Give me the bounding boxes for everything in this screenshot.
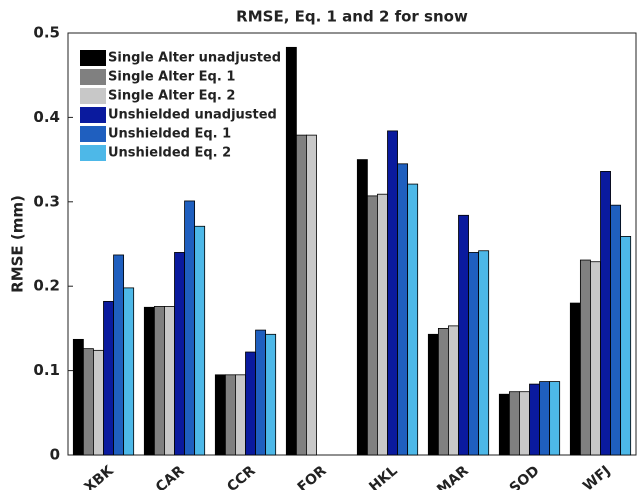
bar [519,391,530,456]
bar [590,261,601,456]
bar [93,349,104,456]
bar [306,134,317,456]
legend-label: Single Alter unadjusted [108,51,281,66]
bar [377,193,388,456]
bar [529,383,540,456]
bar [437,327,449,456]
bar [356,159,368,456]
bar [508,391,520,456]
x-tick-label: MAR [434,463,472,490]
bar [103,300,114,456]
legend-label: Unshielded Eq. 1 [108,127,231,142]
bar [407,183,419,456]
legend-swatch [80,88,106,104]
bar [113,254,125,456]
legend-swatch [80,145,106,161]
legend-label: Single Alter Eq. 2 [108,89,235,104]
bar [245,351,256,456]
legend-label: Unshielded Eq. 2 [108,146,231,161]
x-tick-label: SOD [507,463,543,490]
bar [72,338,84,456]
bar [600,171,611,456]
bar [579,259,591,456]
bar [123,287,135,456]
y-tick-label: 0 [50,446,60,464]
legend-swatch [80,126,106,142]
bar [164,306,175,456]
y-tick-label: 0.4 [33,108,60,126]
bar [448,325,459,456]
legend-swatch [80,50,106,66]
bar [468,252,480,456]
bar [427,333,439,456]
x-tick-label: XBK [82,462,118,490]
bar [224,374,236,456]
x-tick-label: FOR [295,463,330,490]
bar [610,204,622,456]
x-tick-label: HKL [366,463,400,490]
bar [539,381,551,456]
legend-label: Unshielded unadjusted [108,108,277,123]
x-tick-label: WFJ [580,463,613,490]
chart-title: RMSE, Eq. 1 and 2 for snow [236,8,468,26]
bar [569,302,581,456]
bar [255,329,267,456]
x-tick-label: CCR [224,463,258,490]
bar [397,163,409,456]
bar [82,348,94,456]
bar [194,225,206,456]
bar [143,306,155,456]
y-axis-label: RMSE (mm) [9,195,27,293]
bar [387,130,398,456]
bar [498,393,510,456]
bar [549,381,561,456]
x-tick-label: CAR [153,463,188,490]
legend-label: Single Alter Eq. 1 [108,70,235,85]
legend-swatch [80,69,106,85]
y-tick-label: 0.3 [33,192,60,210]
y-tick-label: 0.5 [33,24,60,42]
bar [478,250,490,456]
y-tick-label: 0.2 [33,277,60,295]
bar [184,200,196,456]
bar [174,252,185,456]
bar [295,134,307,456]
bar [214,374,226,456]
y-tick-label: 0.1 [33,361,60,379]
plot-frame [67,32,637,456]
bar [366,195,378,456]
legend-swatch [80,107,106,123]
bar [265,333,277,456]
bar [235,374,246,456]
bar [458,214,469,456]
bar [153,306,165,456]
bar [285,46,297,456]
bar [620,236,632,456]
